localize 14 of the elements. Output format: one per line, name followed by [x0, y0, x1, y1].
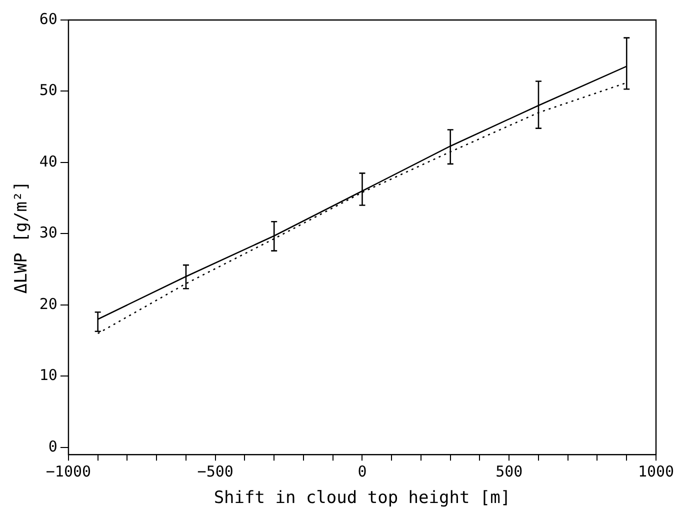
y-axis-title: ΔLWP [g/m²]	[12, 181, 32, 294]
y-tick-label: 20	[39, 294, 58, 313]
x-tick-label: 1000	[638, 462, 674, 480]
x-tick-label: 0	[358, 462, 367, 480]
y-tick-label: 10	[39, 366, 58, 384]
x-tick-label: −500	[197, 462, 234, 480]
y-tick-label: 40	[39, 152, 58, 170]
y-tick-label: 0	[48, 437, 58, 456]
y-tick-label: 30	[39, 224, 58, 242]
y-tick-label: 60	[39, 10, 58, 28]
x-tick-label: −1000	[46, 462, 92, 480]
x-axis-title: Shift in cloud top height [m]	[214, 488, 511, 508]
y-tick-label: 50	[39, 81, 58, 100]
x-tick-label: 500	[496, 462, 523, 480]
